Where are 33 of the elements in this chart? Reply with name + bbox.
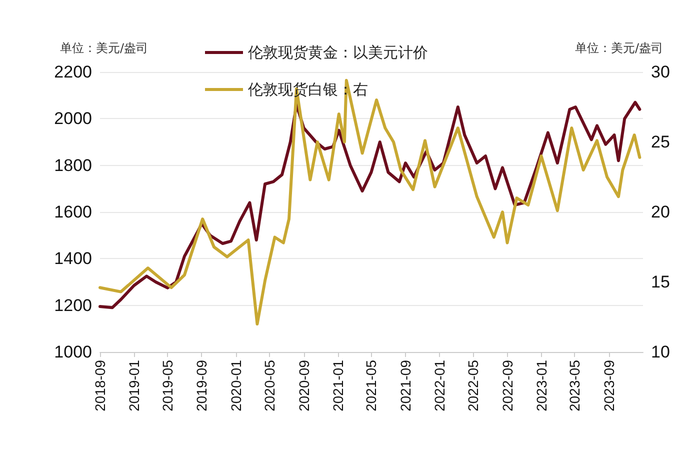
y-tick-label: 1600 [54, 202, 92, 222]
x-tick-label: 2023-05 [566, 360, 583, 412]
y-axis-title: 单位：美元/盎司 [60, 41, 148, 55]
y2-axis-title: 单位：美元/盎司 [574, 41, 663, 55]
y2-tick-label: 15 [651, 272, 670, 292]
y-tick-label: 2200 [54, 62, 92, 82]
x-tick-label: 2021-05 [363, 360, 380, 412]
y-tick-label: 2000 [54, 109, 92, 128]
legend-label: 伦敦现货黄金：以美元计价 [248, 44, 428, 62]
x-tick-label: 2021-09 [398, 360, 414, 412]
x-tick-label: 2022-01 [432, 360, 448, 412]
x-tick-label: 2023-09 [600, 360, 617, 412]
y2-tick-label: 30 [651, 62, 670, 82]
x-tick-label: 2022-05 [464, 360, 481, 412]
x-tick-label: 2019-05 [159, 360, 176, 412]
x-tick-label: 2020-09 [296, 360, 312, 412]
y2-tick-label: 20 [651, 202, 670, 222]
legend-label: 伦敦现货白银：右 [248, 80, 368, 98]
x-tick-label: 2023-01 [533, 360, 550, 412]
x-tick-label: 2021-01 [330, 360, 346, 412]
y-tick-label: 1400 [54, 249, 92, 268]
y-tick-label: 1800 [54, 156, 92, 175]
x-tick-label: 2020-05 [261, 360, 278, 412]
x-tick-label: 2020-01 [228, 360, 244, 412]
x-tick-label: 2019-01 [126, 360, 142, 412]
y2-tick-label: 10 [651, 342, 670, 362]
x-tick-label: 2018-09 [92, 360, 108, 412]
x-tick-label: 2019-09 [194, 360, 210, 412]
y-tick-label: 1200 [54, 296, 92, 315]
y2-tick-label: 25 [651, 132, 670, 152]
x-tick-label: 2022-09 [499, 360, 516, 412]
y-tick-label: 1000 [54, 342, 92, 362]
line-series [98, 78, 642, 326]
